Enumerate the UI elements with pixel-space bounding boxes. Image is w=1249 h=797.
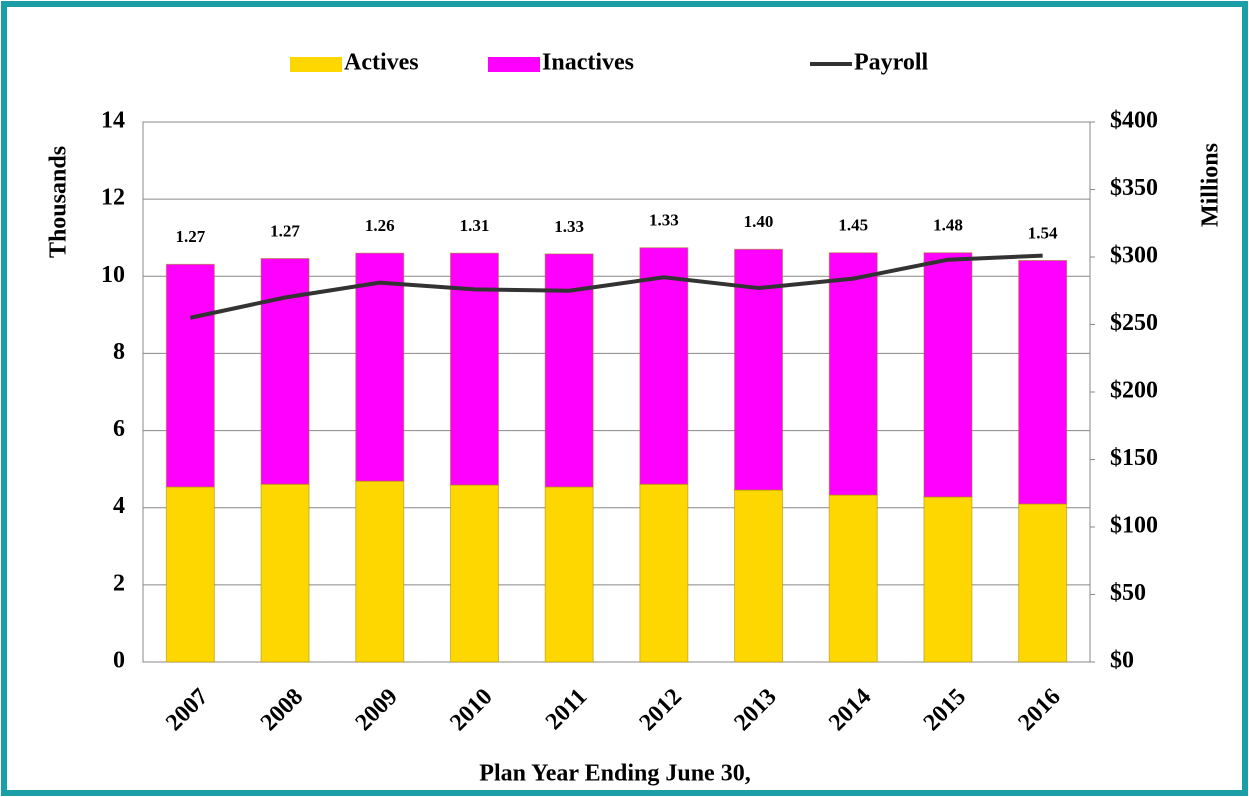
bar-segment [165,263,215,488]
bar-segment [923,252,973,498]
y2-tick-label: $350 [1110,175,1158,201]
y2-tick-label: $400 [1110,108,1158,134]
bar-segment [1018,259,1068,505]
ratio-label: 1.33 [649,211,679,230]
y2-tick-label: $200 [1110,378,1158,404]
x-axis-title: Plan Year Ending June 30, [479,761,750,787]
ratio-label: 1.40 [744,212,774,231]
bar-segment [923,496,973,663]
legend-swatch [488,57,540,72]
legend-swatch [290,57,342,72]
ratio-label: 1.27 [270,221,300,240]
y-tick-label: 10 [101,262,125,288]
y-tick-label: 2 [113,570,125,596]
y2-tick-label: $50 [1110,580,1146,606]
bar-segment [639,483,689,663]
bar-segment [734,489,784,663]
payroll-line [189,253,1043,320]
ratio-label: 1.31 [460,216,490,235]
y2-axis-title: Millions [1198,143,1224,227]
bar-segment [544,486,594,663]
bar-segment [355,252,405,482]
y2-tick-label: $0 [1110,648,1134,674]
bar-segment [355,480,405,663]
bar-segment [449,484,499,663]
y-axis-title: Thousands [46,146,72,258]
bar-segment [260,258,310,485]
y-tick-label: 4 [113,493,125,519]
ratio-label: 1.33 [554,217,584,236]
bar-segment [639,247,689,485]
ratio-label: 1.48 [933,216,963,235]
legend-label: Inactives [542,50,634,76]
y-tick-label: 12 [101,185,125,211]
ratio-label: 1.54 [1028,223,1058,242]
bar-segment [449,252,499,486]
y2-tick-label: $300 [1110,243,1158,269]
legend-label: Payroll [854,50,929,76]
bar-segment [165,486,215,663]
bar-segment [828,494,878,663]
ratio-label: 1.45 [838,216,868,235]
legend-label: Actives [344,50,419,76]
bar-segment [828,252,878,496]
ratio-label: 1.26 [365,216,395,235]
y-tick-label: 6 [113,416,125,442]
bar-segment [1018,503,1068,663]
y2-tick-label: $150 [1110,445,1158,471]
ratio-label: 1.27 [175,227,205,246]
y2-tick-label: $100 [1110,513,1158,539]
bar-segment [260,483,310,663]
y2-tick-label: $250 [1110,310,1158,336]
y-tick-label: 8 [113,339,125,365]
y-tick-label: 14 [101,108,125,134]
y-tick-label: 0 [113,648,125,674]
